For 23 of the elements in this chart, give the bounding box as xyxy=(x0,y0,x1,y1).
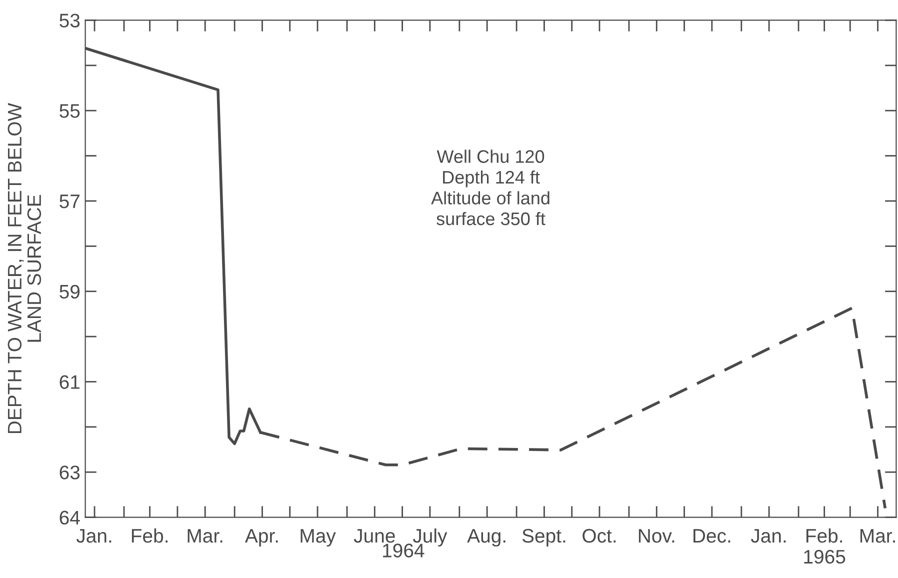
x-tick-label: Oct. xyxy=(582,528,616,543)
x-tick-label: June xyxy=(354,529,395,543)
x-tick-label: Mar. xyxy=(860,529,895,543)
x-tick-label: Jan. xyxy=(750,529,786,543)
x-tick-label: Feb. xyxy=(132,528,168,543)
x-tick-label: Dec. xyxy=(694,529,730,543)
x-tick-label: Apr. xyxy=(244,529,278,547)
y-tick-label: 55 xyxy=(60,104,80,118)
x-tick-label: Jan. xyxy=(76,529,112,543)
x-tick-label: Aug. xyxy=(467,529,506,547)
y-tick-label: 57 xyxy=(60,194,80,208)
x-tick-label: May xyxy=(300,529,336,547)
y-tick-label: 59 xyxy=(60,284,80,299)
x-tick-label: Nov. xyxy=(638,529,674,543)
annotation: Well Chu 120 Depth 124 ft Altitude of land surface 350 ft xyxy=(431,150,550,226)
y-tick-label: 53 xyxy=(60,14,80,28)
y-axis-title: DEPTH TO WATER, IN FEET BELOW LAND SURFACE xyxy=(8,102,42,434)
x-tick-label: Sept. xyxy=(522,528,566,547)
x-tick-label: Feb. 1965 xyxy=(804,528,846,564)
y-tick-label: 64 xyxy=(60,510,80,525)
y-tick-label: 61 xyxy=(60,375,80,389)
x-tick-label: Mar. xyxy=(188,529,222,543)
y-tick-label: 63 xyxy=(60,466,80,480)
